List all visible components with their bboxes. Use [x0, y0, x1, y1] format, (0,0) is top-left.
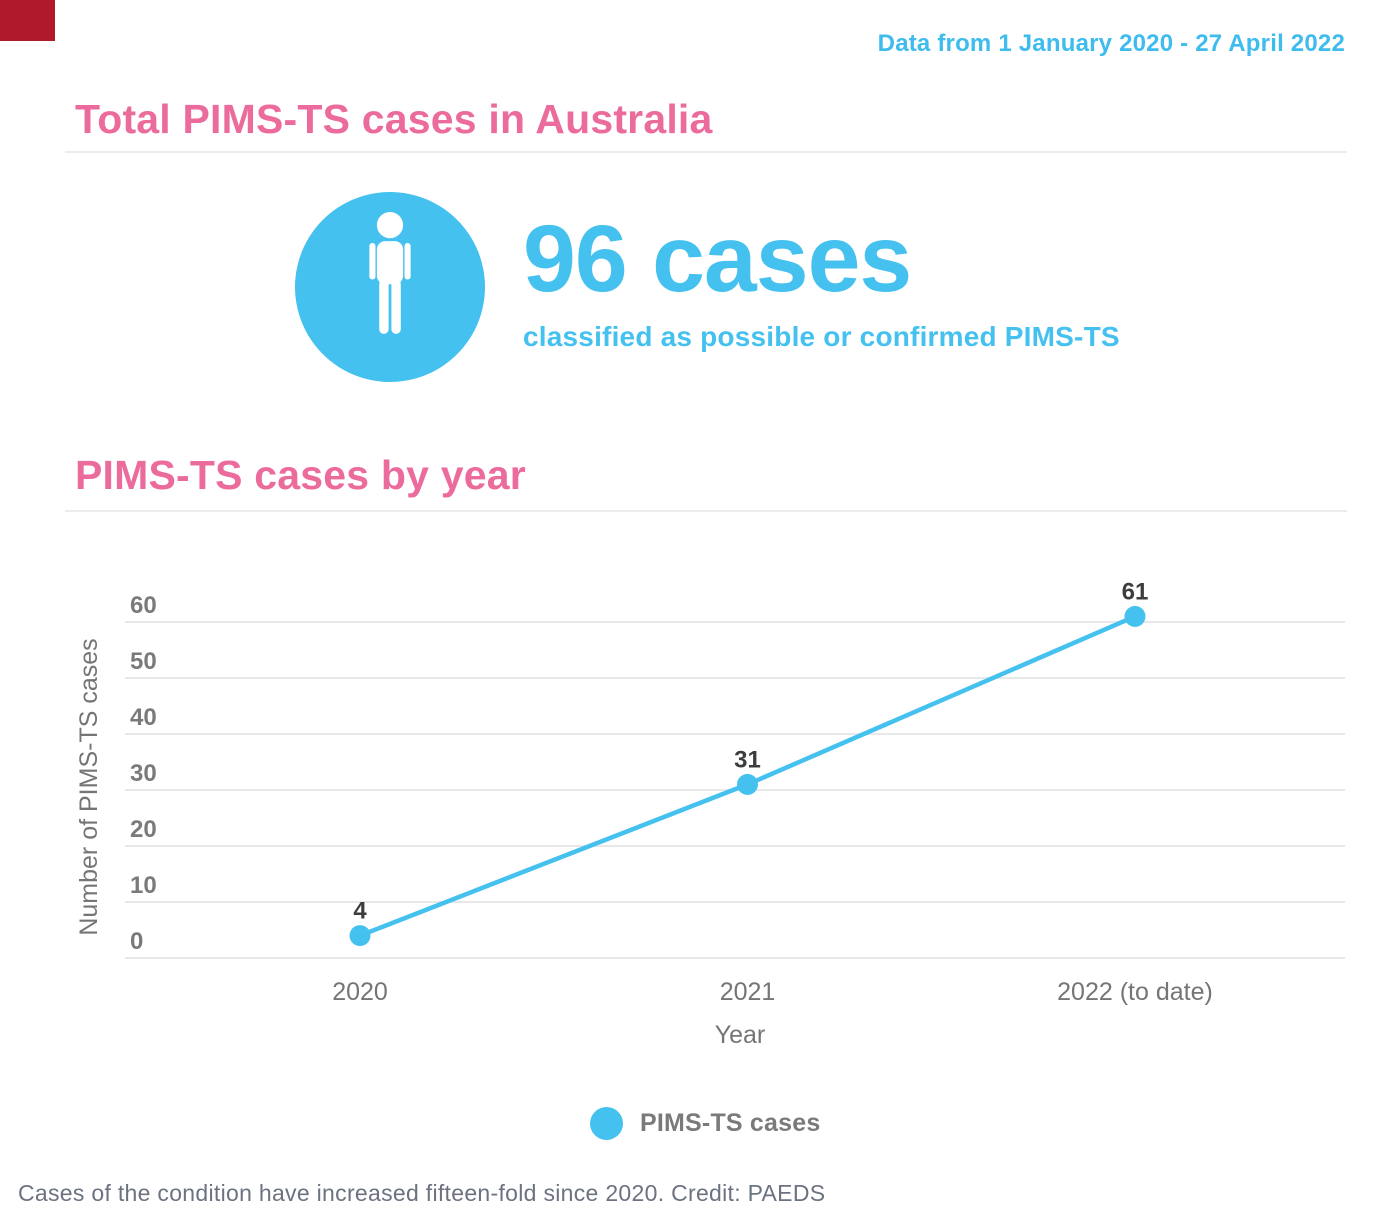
- divider: [65, 151, 1347, 153]
- chart-legend: PIMS-TS cases: [590, 1107, 820, 1140]
- stat-text: 96 cases classified as possible or confi…: [523, 192, 1120, 353]
- y-tick-label: 30: [130, 760, 157, 787]
- total-cases-stat: 96 cases classified as possible or confi…: [295, 192, 1120, 382]
- x-tick-label: 2022 (to date): [1057, 978, 1213, 1006]
- data-point: [1124, 605, 1146, 627]
- y-axis-title: Number of PIMS-TS cases: [75, 638, 103, 935]
- person-glyph: [369, 212, 411, 334]
- data-point-label: 4: [353, 898, 367, 925]
- line-chart: 0 10 20 30 40 50 60 Number of PIMS-TS cases 4 31 6…: [75, 578, 1345, 1049]
- x-axis-title: Year: [715, 1021, 766, 1049]
- person-icon: [295, 192, 485, 382]
- y-tick-label: 40: [130, 704, 157, 731]
- total-cases-heading: Total PIMS-TS cases in Australia: [75, 96, 713, 142]
- y-tick-label: 0: [130, 928, 143, 955]
- corner-brand-mark: [0, 0, 55, 41]
- image-caption: Cases of the condition have increased fi…: [18, 1180, 826, 1206]
- stat-value: 96 cases: [523, 206, 912, 312]
- data-point: [737, 773, 758, 795]
- date-range-label: Data from 1 January 2020 - 27 April 2022: [877, 30, 1345, 57]
- data-point-label: 31: [734, 746, 761, 773]
- legend-label: PIMS-TS cases: [640, 1109, 821, 1137]
- x-tick-label: 2021: [720, 978, 776, 1006]
- y-tick-label: 60: [130, 592, 157, 619]
- y-tick-label: 20: [130, 816, 157, 843]
- stat-description: classified as possible or confirmed PIMS…: [523, 321, 1120, 352]
- x-tick-label: 2020: [332, 978, 388, 1006]
- y-tick-label: 10: [130, 872, 157, 899]
- cases-by-year-heading: PIMS-TS cases by year: [75, 452, 526, 498]
- y-tick-label: 50: [130, 648, 157, 675]
- data-point: [349, 925, 371, 947]
- divider: [65, 510, 1347, 512]
- data-point-label: 61: [1122, 578, 1149, 605]
- legend-marker-icon: [590, 1107, 623, 1140]
